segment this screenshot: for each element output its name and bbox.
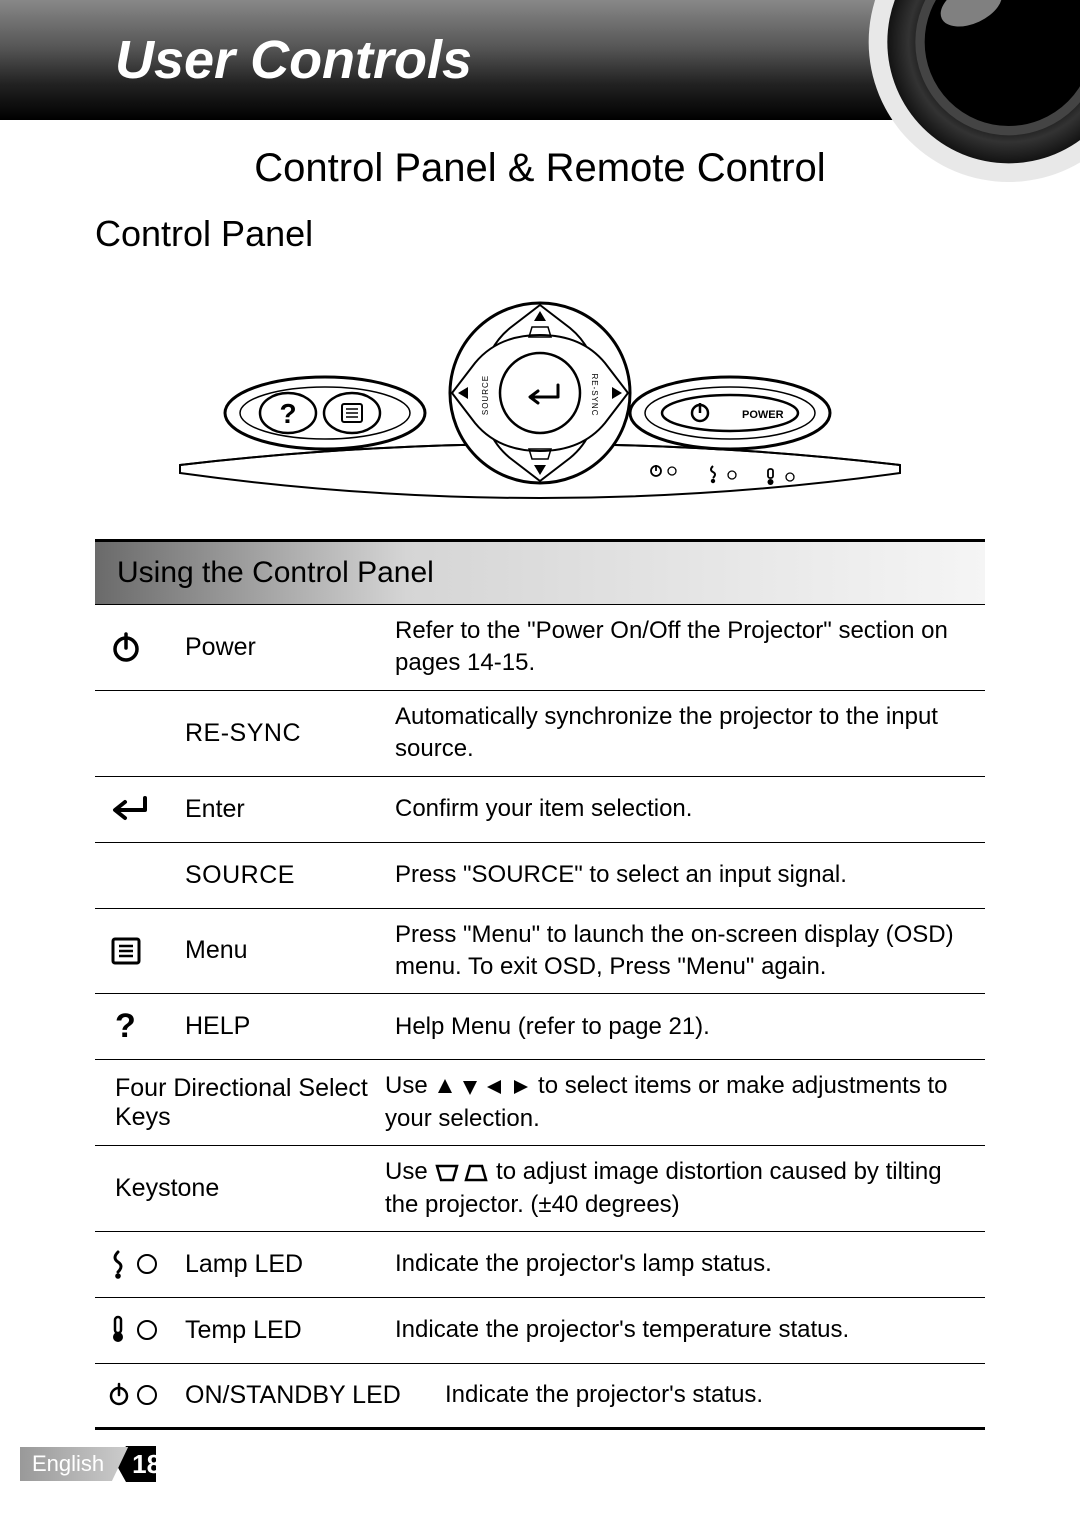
standby-led-icon [109, 1380, 175, 1410]
row-desc: Help Menu (refer to page 21). [395, 1011, 971, 1043]
arrows-icon [434, 1076, 531, 1098]
table-row: Keystone Use to adjust image distortion … [95, 1146, 985, 1232]
row-label: RE-SYNC [185, 719, 385, 748]
power-icon [109, 630, 175, 664]
row-label: SOURCE [185, 861, 385, 890]
svg-text:SOURCE: SOURCE [481, 375, 490, 415]
temp-led-icon [109, 1315, 175, 1345]
row-desc: Use to adjust image distortion caused by… [385, 1156, 971, 1221]
row-label: Enter [185, 795, 385, 824]
lamp-led-icon [109, 1249, 175, 1279]
lens-decoration [870, 0, 1080, 190]
desc-pre: Use [385, 1072, 434, 1099]
row-desc: Refer to the "Power On/Off the Projector… [395, 615, 971, 680]
table-row: RE-SYNC Automatically synchronize the pr… [95, 691, 985, 777]
page-number: 18 [132, 1449, 161, 1480]
keystone-icon [434, 1162, 489, 1184]
subsection-title: Control Panel [95, 213, 985, 255]
row-desc: Indicate the projector's lamp status. [395, 1248, 971, 1280]
desc-pre: Use [385, 1158, 434, 1185]
svg-text:POWER: POWER [742, 409, 784, 421]
help-icon: ? [109, 1007, 175, 1046]
row-label: Lamp LED [185, 1250, 385, 1279]
row-label: Power [185, 633, 385, 662]
row-label: Menu [185, 936, 385, 965]
row-desc: Press "SOURCE" to select an input signal… [395, 859, 971, 891]
footer-language: English [20, 1447, 128, 1481]
row-label: Temp LED [185, 1316, 385, 1345]
svg-text:?: ? [279, 398, 296, 429]
table-row: ON/STANDBY LED Indicate the projector's … [95, 1364, 985, 1430]
table-row: Menu Press "Menu" to launch the on-scree… [95, 909, 985, 995]
table-row: Four Directional Select Keys Use to sele… [95, 1060, 985, 1146]
footer-page-badge: 18 [116, 1446, 189, 1482]
row-label: HELP [185, 1012, 385, 1041]
row-desc: Confirm your item selection. [395, 793, 971, 825]
content-area: Control Panel & Remote Control Control P… [0, 120, 1080, 1430]
control-panel-illustration: ? SOURCE RE-SYNC [95, 273, 985, 513]
page-title: User Controls [115, 29, 472, 91]
enter-icon [109, 794, 175, 824]
page-footer: English 18 [20, 1446, 189, 1482]
table-row: SOURCE Press "SOURCE" to select an input… [95, 843, 985, 909]
row-desc: Use to select items or make adjustments … [385, 1070, 971, 1135]
row-desc: Indicate the projector's status. [445, 1379, 971, 1411]
table-row: Enter Confirm your item selection. [95, 777, 985, 843]
row-label: Keystone [109, 1174, 375, 1203]
row-desc: Press "Menu" to launch the on-screen dis… [395, 919, 971, 984]
table-row: Lamp LED Indicate the projector's lamp s… [95, 1232, 985, 1298]
svg-text:RE-SYNC: RE-SYNC [590, 373, 599, 416]
table-row: Power Refer to the "Power On/Off the Pro… [95, 605, 985, 691]
table-heading: Using the Control Panel [95, 542, 985, 605]
table-row: ? HELP Help Menu (refer to page 21). [95, 994, 985, 1060]
control-panel-table: Using the Control Panel Power Refer to t… [95, 539, 985, 1430]
header-banner: User Controls [0, 0, 1080, 120]
menu-icon [109, 934, 175, 968]
row-desc: Indicate the projector's temperature sta… [395, 1314, 971, 1346]
row-desc: Automatically synchronize the projector … [395, 701, 971, 766]
row-label: ON/STANDBY LED [185, 1381, 435, 1410]
table-row: Temp LED Indicate the projector's temper… [95, 1298, 985, 1364]
row-label: Four Directional Select Keys [109, 1074, 375, 1132]
